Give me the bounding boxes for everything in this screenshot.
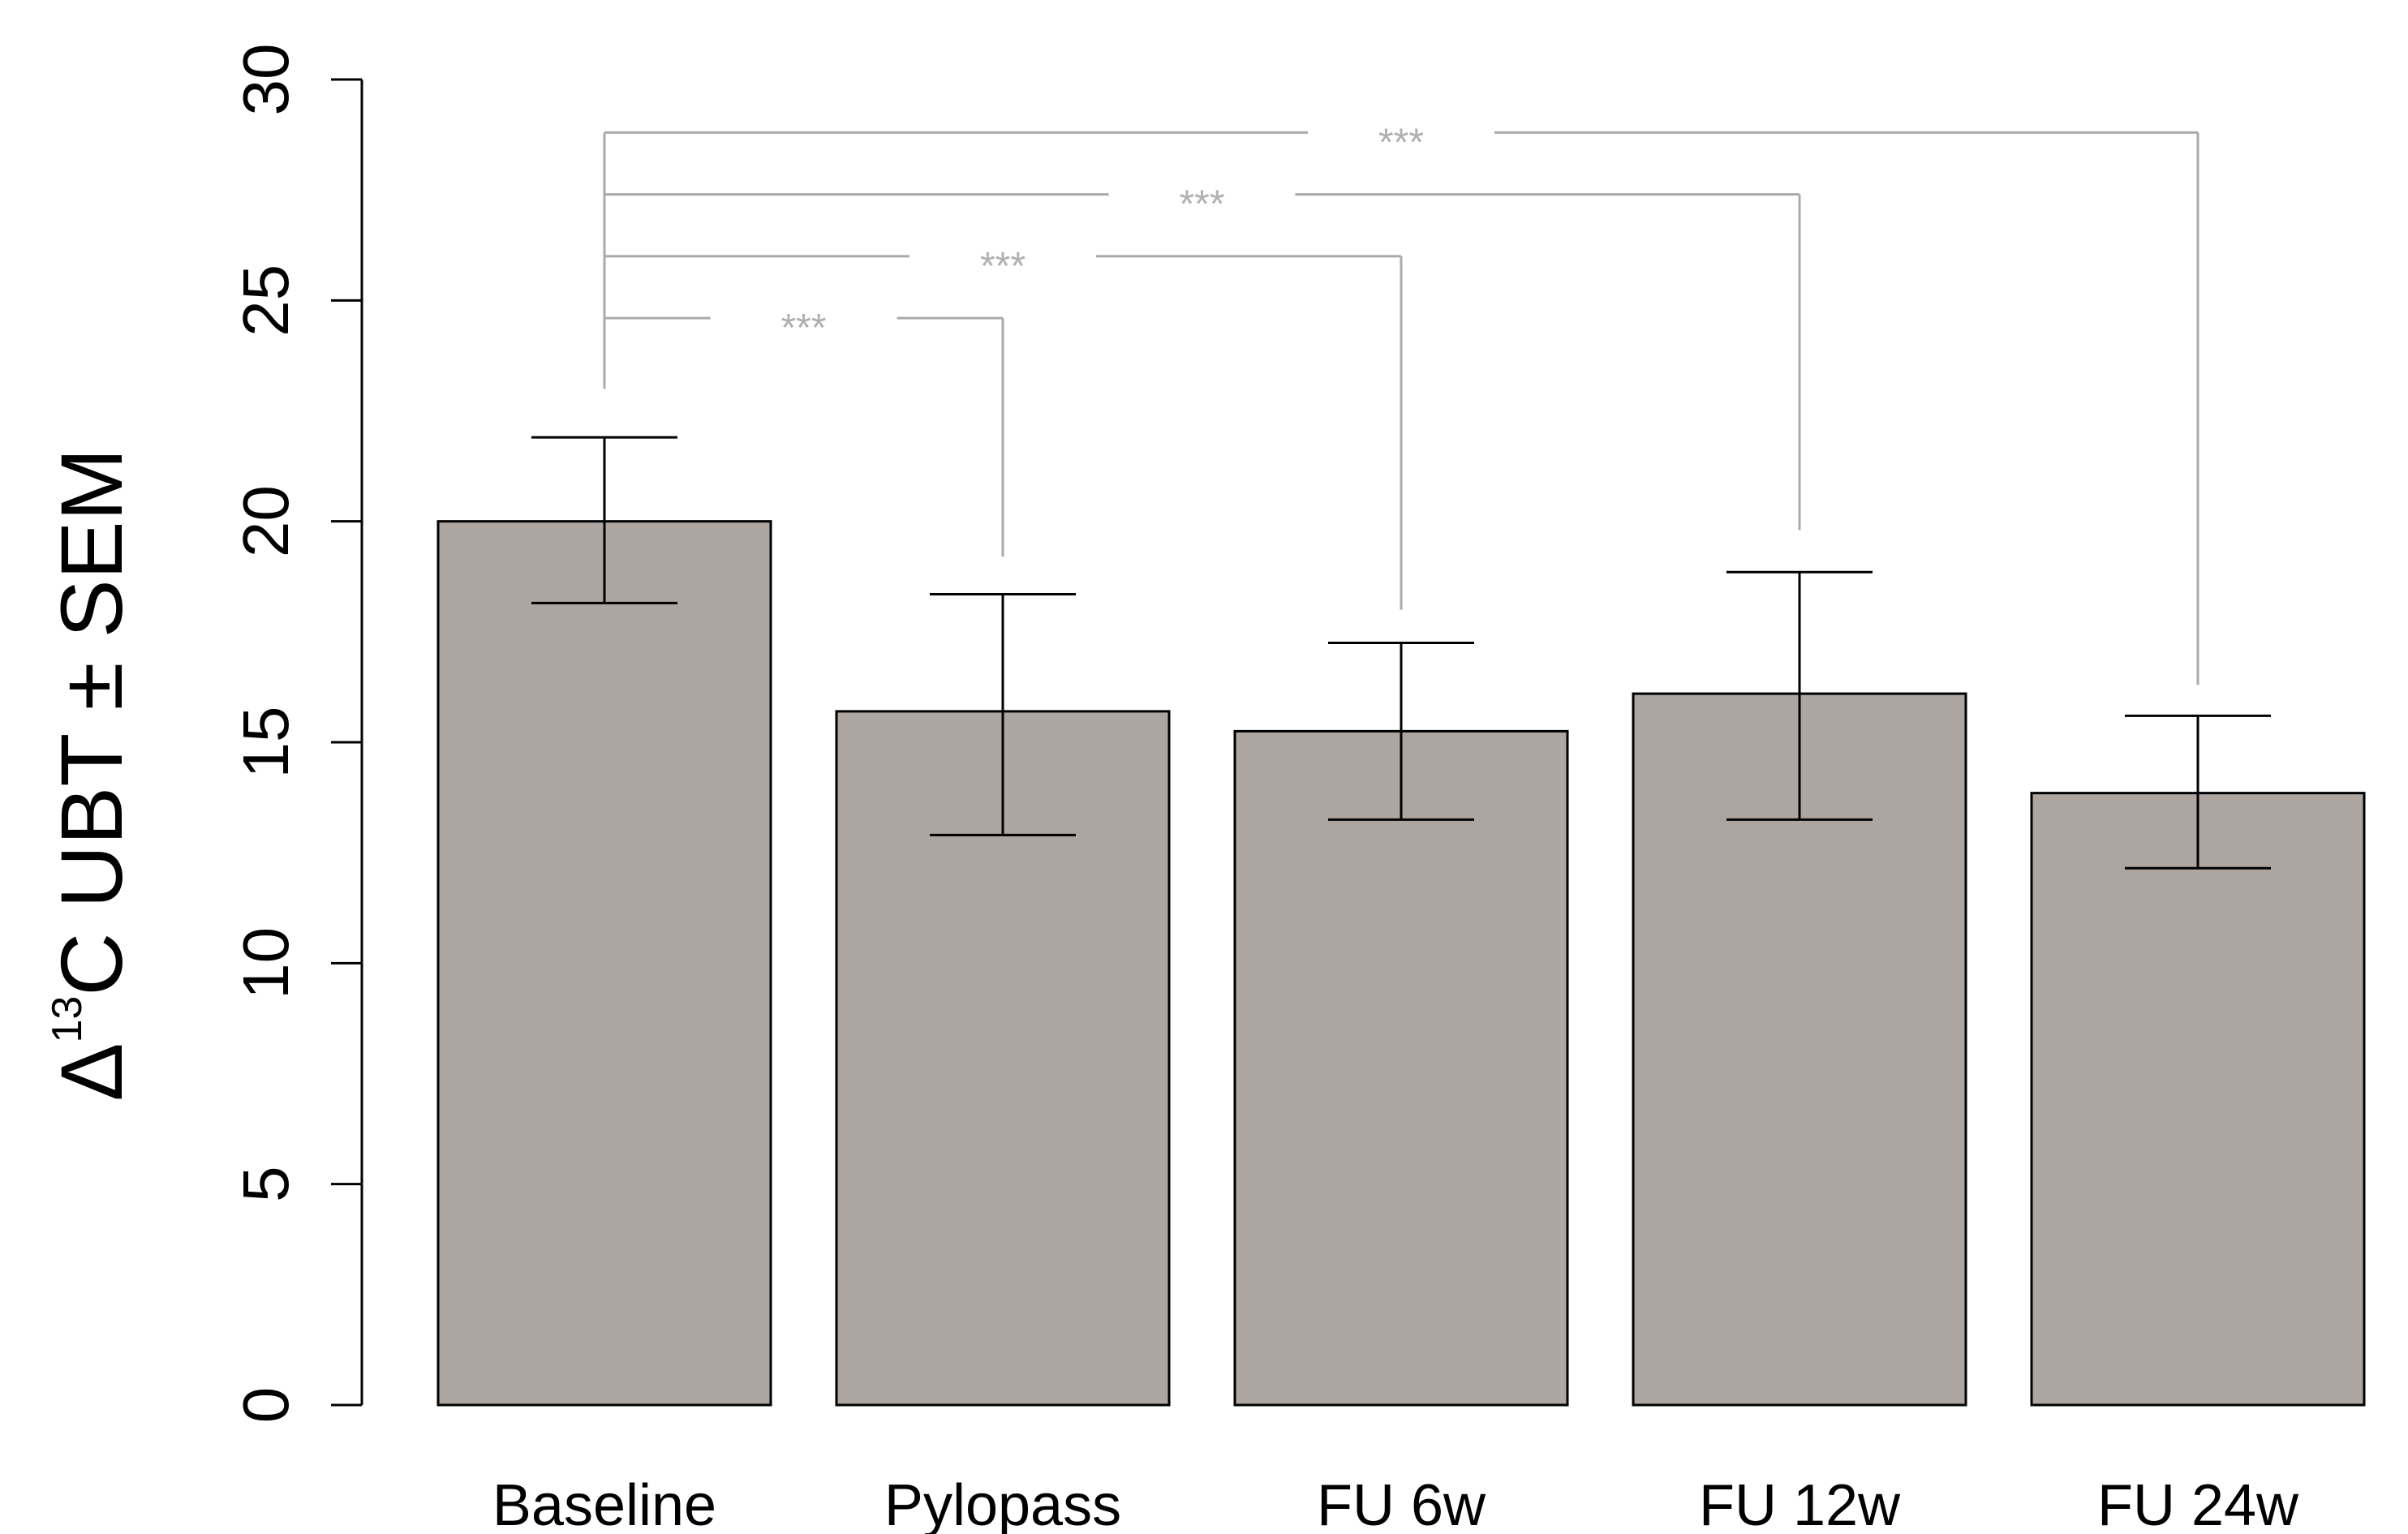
bar-fu-24w xyxy=(2030,792,2366,1407)
y-tick-label-30: 30 xyxy=(230,44,302,116)
y-tick-label-25: 25 xyxy=(230,264,302,337)
y-axis-label-delta: Δ xyxy=(42,1043,140,1102)
y-tick-label-5: 5 xyxy=(230,1166,302,1202)
significance-label-2: *** xyxy=(980,245,1026,288)
bar-fu-12w xyxy=(1632,692,1967,1407)
significance-label-4: *** xyxy=(1378,121,1424,164)
significance-brackets-group: *** *** *** *** xyxy=(603,121,2199,685)
y-tick-label-15: 15 xyxy=(230,707,302,779)
bar-baseline xyxy=(436,520,772,1407)
x-tick-label-pylopass: Pylopass xyxy=(884,1473,1121,1534)
y-axis-label-superscript: 13 xyxy=(44,996,91,1043)
x-tick-label-fu-12w: FU 12w xyxy=(1699,1473,1901,1534)
x-tick-labels-group: Baseline Pylopass FU 6w FU 12w FU 24w xyxy=(492,1473,2299,1534)
y-tick-label-20: 20 xyxy=(230,485,302,557)
x-tick-label-fu-24w: FU 24w xyxy=(2097,1473,2299,1534)
y-axis-label: Δ13C UBT ± SEM xyxy=(42,448,140,1101)
y-tick-label-0: 0 xyxy=(230,1387,302,1424)
x-tick-label-fu-6w: FU 6w xyxy=(1317,1473,1486,1534)
errorbars-group xyxy=(531,436,2271,870)
y-axis-label-rest: C UBT ± SEM xyxy=(42,448,140,995)
y-axis: 0 5 10 15 20 25 30 xyxy=(230,44,363,1424)
significance-label-1: *** xyxy=(780,307,826,350)
x-tick-label-baseline: Baseline xyxy=(492,1473,716,1534)
y-tick-label-10: 10 xyxy=(230,927,302,999)
bar-fu-6w xyxy=(1233,729,1569,1407)
significance-label-3: *** xyxy=(1179,183,1224,226)
